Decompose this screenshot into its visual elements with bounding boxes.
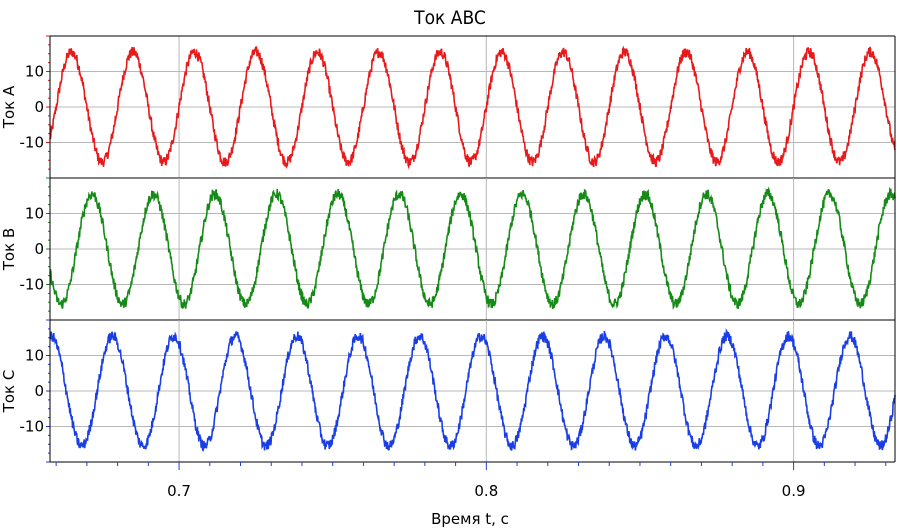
y-tick-label: -10	[20, 418, 45, 436]
y-axis-label-1: Ток A	[0, 85, 18, 129]
current-trace-2	[49, 186, 896, 311]
y-tick-label: 0	[34, 240, 44, 258]
x-tick-label-2: 0.8	[474, 482, 498, 500]
y-axis-label-2: Ток B	[0, 228, 18, 271]
current-trace-1	[49, 45, 896, 170]
y-tick-label: 0	[34, 98, 44, 116]
y-tick-label: 10	[25, 347, 44, 365]
x-tick-label-3: 0.9	[782, 482, 806, 500]
chart-title: Ток ABC	[413, 7, 486, 29]
y-tick-label: 10	[25, 205, 44, 223]
y-tick-label: -10	[20, 134, 45, 152]
current-trace-3	[49, 328, 896, 452]
y-tick-label: -10	[20, 276, 45, 294]
y-tick-label: 10	[25, 63, 44, 81]
x-tick-label-1: 0.7	[167, 482, 191, 500]
y-axis-label-3: Ток C	[0, 370, 18, 414]
y-tick-label: 0	[34, 382, 44, 400]
x-axis-label: Время t, с	[431, 510, 509, 528]
